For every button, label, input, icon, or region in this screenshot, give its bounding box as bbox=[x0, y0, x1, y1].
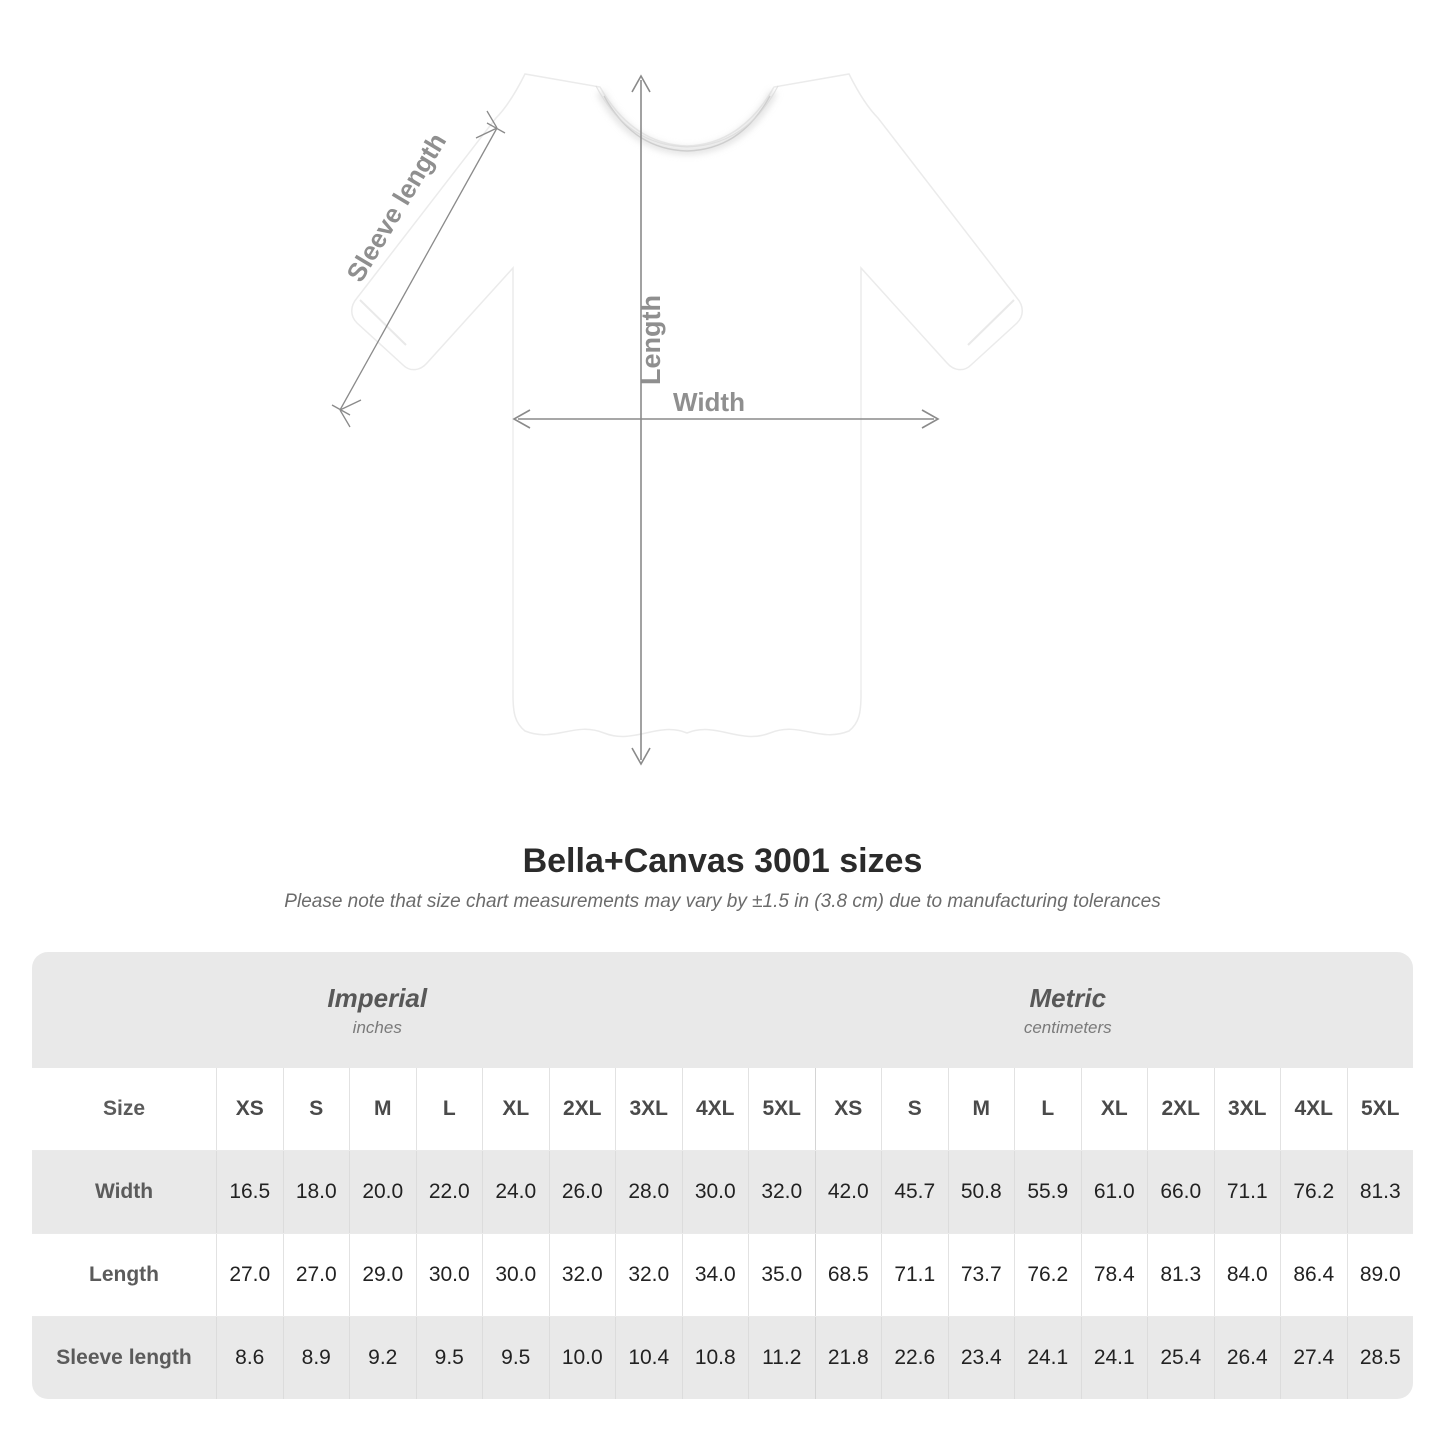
svg-text:Length: Length bbox=[636, 295, 666, 385]
svg-text:Width: Width bbox=[673, 387, 745, 417]
